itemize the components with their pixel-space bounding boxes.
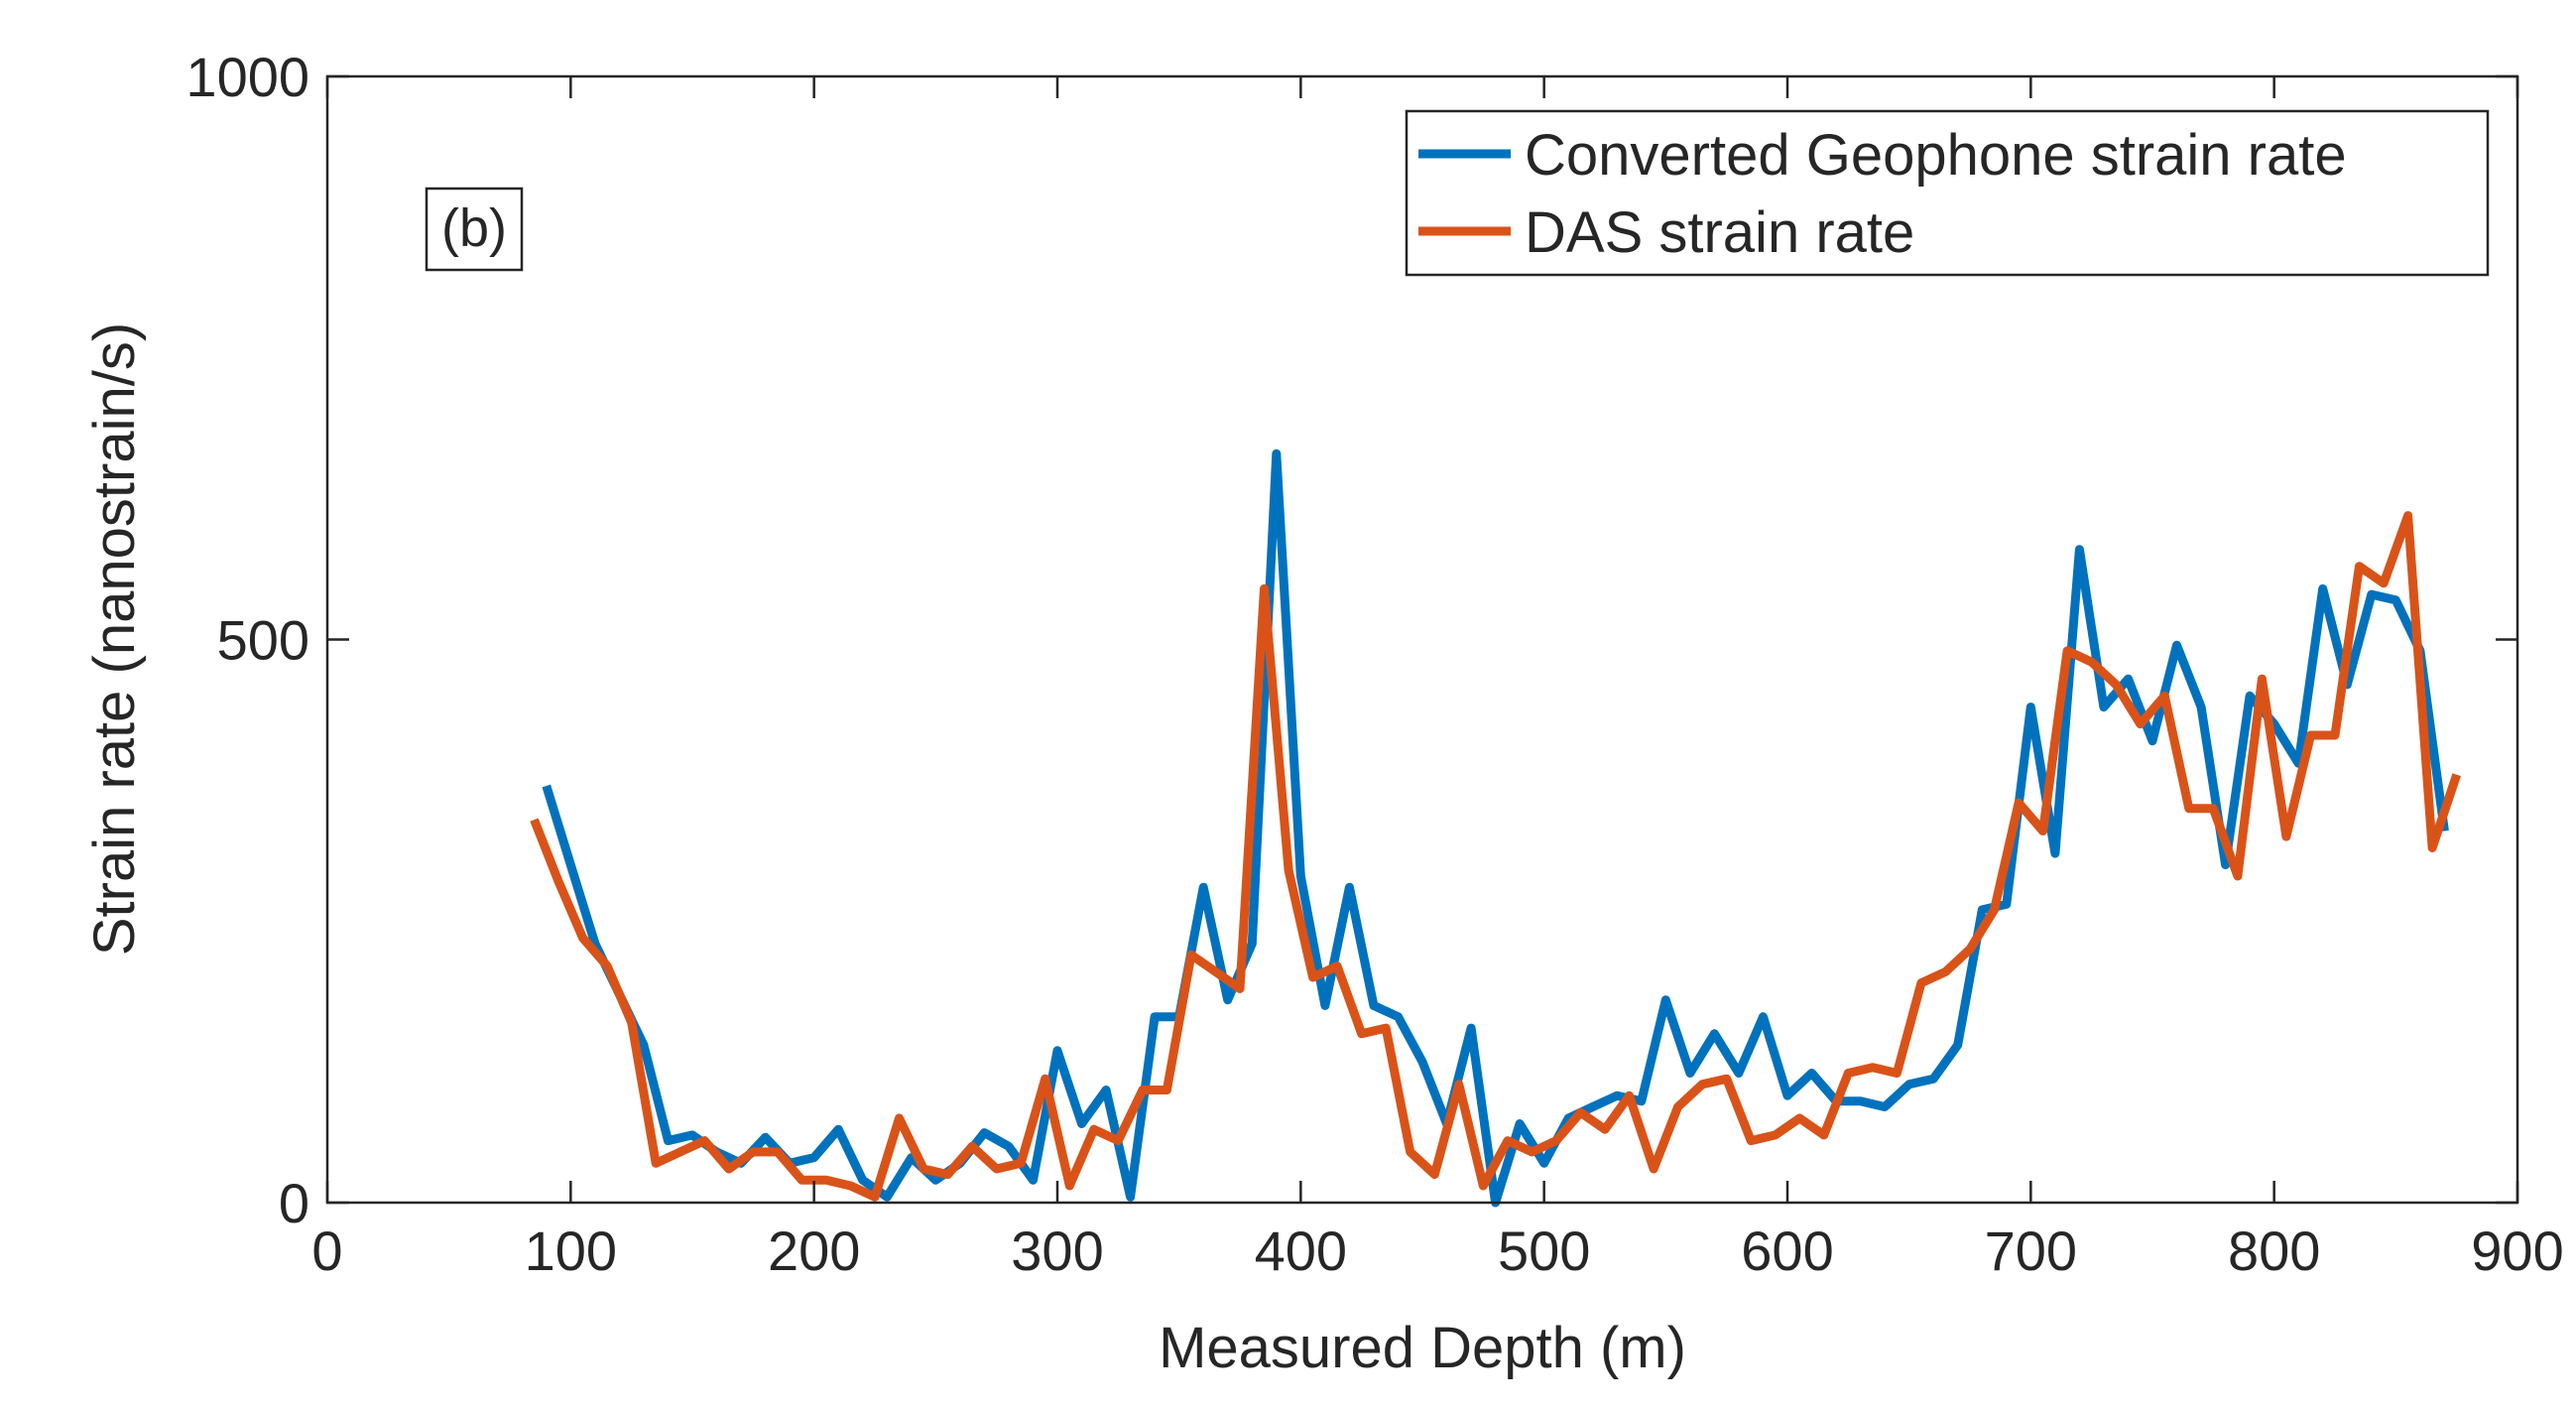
legend-label-geophone: Converted Geophone strain rate — [1525, 123, 2347, 188]
axis-ticks: 0 100 200 300 400 500 600 700 800 900 0 500 1000 — [185, 46, 2563, 1282]
x-tick-label: 700 — [1985, 1219, 2077, 1282]
x-tick-label: 600 — [1741, 1219, 1833, 1282]
annotation-label: (b) — [441, 198, 507, 258]
annotation-box: (b) — [425, 187, 524, 272]
x-tick-label: 400 — [1255, 1219, 1347, 1282]
y-axis-label: Strain rate (nanostrain/s) — [82, 322, 147, 956]
x-axis-label: Measured Depth (m) — [1159, 1316, 1686, 1380]
legend-box — [1405, 109, 2490, 277]
x-tick-label: 100 — [525, 1219, 617, 1282]
legend: Converted Geophone strain rate DAS strai… — [1405, 109, 2490, 277]
y-tick-label: 500 — [217, 609, 309, 672]
x-tick-label: 300 — [1011, 1219, 1103, 1282]
x-tick-label: 800 — [2228, 1219, 2320, 1282]
x-tick-label: 900 — [2471, 1219, 2563, 1282]
x-tick-label: 0 — [311, 1219, 342, 1282]
y-tick-label: 0 — [279, 1172, 309, 1234]
x-tick-label: 500 — [1498, 1219, 1590, 1282]
series-line-das — [530, 511, 2461, 1202]
y-tick-label: 1000 — [185, 46, 309, 108]
legend-label-das: DAS strain rate — [1525, 200, 1914, 265]
x-tick-label: 200 — [768, 1219, 860, 1282]
